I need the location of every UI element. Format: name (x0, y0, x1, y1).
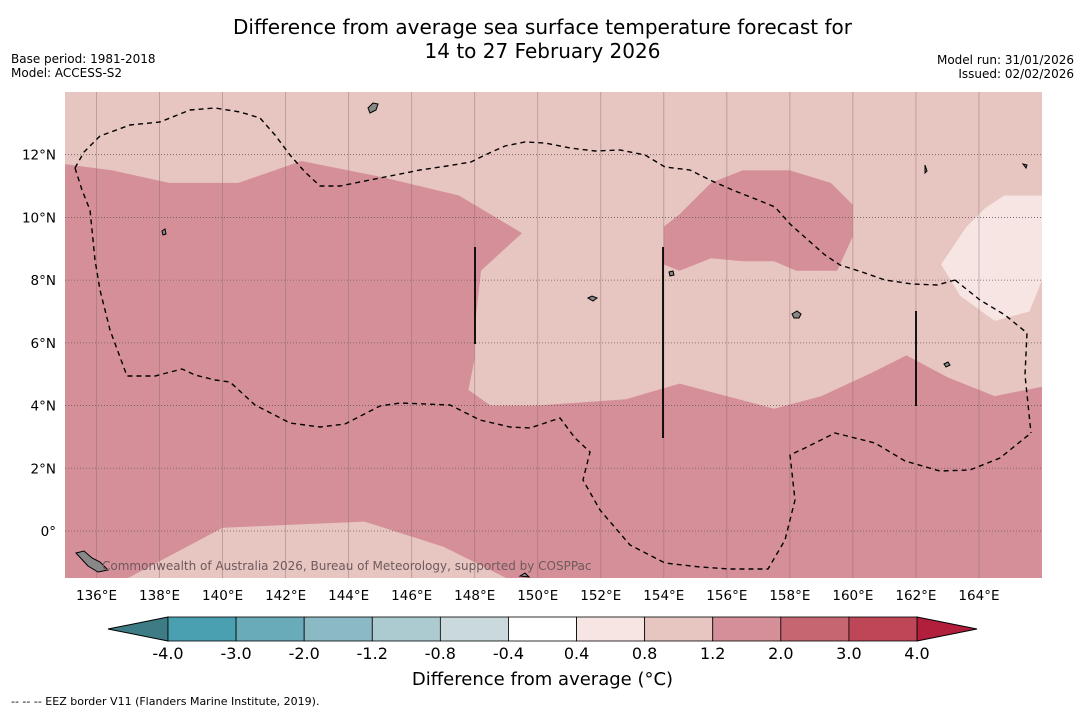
x-tick-label: 164°E (958, 588, 999, 604)
colorbar-segment (235, 616, 305, 642)
island-west-1 (161, 228, 167, 236)
longitude-tick-labels: 136°E 138°E 140°E 142°E 144°E 146°E 148°E 150°E… (76, 588, 1000, 604)
y-tick-label: 8°N (31, 273, 56, 289)
island-north (367, 102, 379, 114)
colorbar-tick-label: -1.2 (357, 644, 388, 663)
island-pohnpei (791, 310, 802, 319)
colorbar-segment (848, 616, 918, 642)
colorbar-tick-label: 1.2 (700, 644, 725, 663)
x-tick-label: 150°E (517, 588, 558, 604)
issued-date: Issued: 02/02/2026 (958, 67, 1074, 81)
y-tick-label: 4°N (31, 399, 56, 415)
colorbar-segment (508, 616, 577, 642)
islands (75, 102, 1028, 578)
eez-border-north (74, 107, 956, 286)
latitude-tick-labels: 0° 2°N 4°N 6°N 8°N 10°N 12°N (22, 148, 56, 540)
x-tick-label: 146°E (391, 588, 432, 604)
x-tick-label: 156°E (706, 588, 747, 604)
colorbar-segment (303, 616, 373, 642)
model-run: Model run: 31/01/2026 (936, 53, 1074, 67)
colorbar-tick-label: 3.0 (836, 644, 861, 663)
colorbar-title: Difference from average (°C) (411, 669, 674, 690)
colorbar-tick-label: -3.0 (220, 644, 251, 663)
colorbar-tick-label: 4.0 (904, 644, 929, 663)
anomaly-region-1 (65, 161, 1042, 578)
chart-title-line-1: Difference from average sea surface temp… (232, 15, 852, 39)
model-name: Model: ACCESS-S2 (11, 66, 123, 80)
colorbar-tick-label: -0.8 (425, 644, 456, 663)
eez-borders (74, 107, 1032, 570)
colorbar-segment (439, 616, 509, 642)
colorbar-segment (712, 616, 782, 642)
island-chuuk (586, 295, 599, 302)
x-tick-label: 148°E (454, 588, 495, 604)
colorbar: -4.0 -3.0 -2.0 -1.2 -0.8 -0.4 0.4 0.8 1.2 2.0 3.0 4… (107, 616, 978, 663)
x-tick-label: 138°E (139, 588, 180, 604)
colorbar-tick-label: 2.0 (768, 644, 793, 663)
colorbar-segment (780, 616, 850, 642)
x-tick-label: 140°E (202, 588, 243, 604)
x-tick-label: 154°E (643, 588, 684, 604)
copyright-notice: Commonwealth of Australia 2026, Bureau o… (102, 559, 592, 573)
anomaly-region-3 (941, 195, 1042, 321)
y-tick-label: 6°N (31, 336, 56, 352)
anomaly-regions (65, 161, 1042, 578)
colorbar-tick-label: -0.4 (493, 644, 524, 663)
colorbar-segment (644, 616, 714, 642)
colorbar-tick-label: 0.4 (564, 644, 589, 663)
island-kosrae (943, 361, 951, 368)
x-tick-label: 136°E (76, 588, 117, 604)
x-tick-label: 152°E (580, 588, 621, 604)
island-mid (668, 270, 675, 277)
colorbar-tick-label: -2.0 (289, 644, 320, 663)
x-tick-label: 144°E (328, 588, 369, 604)
eez-border-east (954, 279, 1032, 434)
x-tick-label: 142°E (265, 588, 306, 604)
colorbar-extend-max (916, 616, 978, 642)
island-manus (518, 572, 531, 578)
y-tick-label: 2°N (31, 461, 56, 477)
base-period: Base period: 1981-2018 (11, 52, 156, 66)
y-tick-label: 10°N (22, 210, 56, 226)
island-png (75, 550, 110, 573)
colorbar-segment (167, 616, 237, 642)
x-tick-label: 162°E (895, 588, 936, 604)
eez-border-west (74, 167, 1032, 570)
colorbar-tick-label: 0.8 (632, 644, 657, 663)
y-tick-label: 0° (41, 524, 56, 540)
chart-title-line-2: 14 to 27 February 2026 (424, 39, 661, 63)
colorbar-extend-min (107, 616, 169, 642)
colorbar-segment (371, 616, 441, 642)
colorbar-segment (576, 616, 646, 642)
x-tick-label: 160°E (832, 588, 873, 604)
eez-footnote: -- -- -- EEZ border V11 (Flanders Marine… (11, 695, 320, 708)
anomaly-region-2 (663, 170, 853, 271)
island-ne-2 (924, 164, 928, 175)
colorbar-tick-label: -4.0 (152, 644, 183, 663)
island-ne-1 (1021, 163, 1028, 170)
x-tick-label: 158°E (769, 588, 810, 604)
meridian-markers (474, 247, 917, 438)
y-tick-label: 12°N (22, 148, 56, 164)
